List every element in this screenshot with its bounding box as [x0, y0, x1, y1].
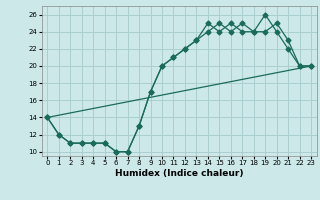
- X-axis label: Humidex (Indice chaleur): Humidex (Indice chaleur): [115, 169, 244, 178]
